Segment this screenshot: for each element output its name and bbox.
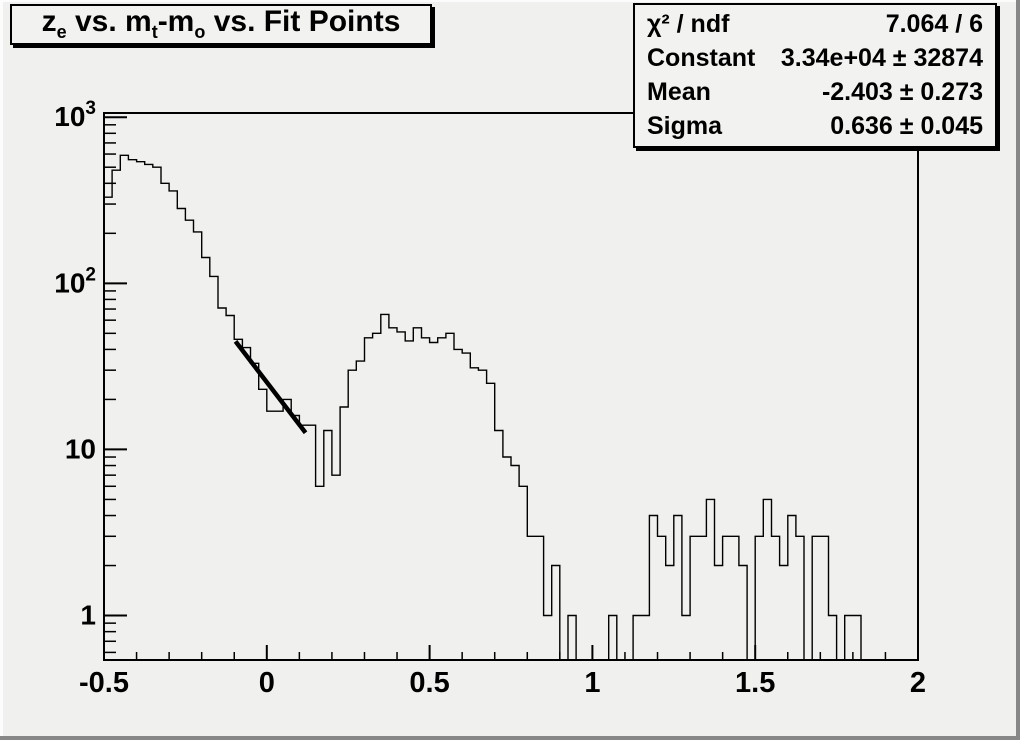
y-tick-label: 1 <box>80 600 96 631</box>
y-tick-label: 102 <box>54 264 96 298</box>
stats-row: Constant 3.34e+04 ± 32874 <box>647 44 983 73</box>
plot-frame <box>103 112 919 661</box>
histogram-title: ze vs. mt-mo vs. Fit Points <box>41 5 401 43</box>
canvas-bevel-top <box>0 0 1020 2</box>
stats-row: Sigma 0.636 ± 0.045 <box>647 112 983 141</box>
stats-label: Mean <box>647 77 711 106</box>
x-axis-ticks <box>103 645 919 660</box>
x-tick-label: 1 <box>584 667 600 699</box>
stats-label: Constant <box>647 44 756 73</box>
x-tick-label: -0.5 <box>79 667 129 699</box>
stats-label: χ² / ndf <box>647 10 730 39</box>
canvas-bevel-left <box>0 0 3 740</box>
x-tick-label: 0 <box>259 667 275 699</box>
stats-box: χ² / ndf 7.064 / 6 Constant 3.34e+04 ± 3… <box>633 3 997 148</box>
x-tick-label: 1.5 <box>735 667 775 699</box>
stats-value: 0.636 ± 0.045 <box>830 111 983 140</box>
histogram-line <box>103 154 918 661</box>
y-axis-ticks <box>104 116 127 654</box>
y-tick-label: 10 <box>65 433 96 464</box>
canvas-bevel-bottom <box>0 736 1020 740</box>
x-tick-label: 0.5 <box>409 667 449 699</box>
stats-value: -2.403 ± 0.273 <box>821 77 983 106</box>
stats-value: 3.34e+04 ± 32874 <box>780 44 983 73</box>
stats-row: χ² / ndf 7.064 / 6 <box>647 10 983 39</box>
x-axis-labels: -0.5 0 0.5 1 1.5 2 <box>79 667 926 699</box>
histogram-title-box: ze vs. mt-mo vs. Fit Points <box>10 4 432 45</box>
stats-value: 7.064 / 6 <box>885 10 983 39</box>
fit-line <box>233 340 308 435</box>
x-tick-label: 2 <box>910 667 926 699</box>
y-tick-label: 103 <box>54 98 96 132</box>
y-axis-labels: 1 10 102 103 <box>54 98 96 630</box>
stats-label: Sigma <box>647 111 723 140</box>
stats-row: Mean -2.403 ± 0.273 <box>647 78 983 107</box>
canvas-bevel-right <box>1016 0 1020 740</box>
